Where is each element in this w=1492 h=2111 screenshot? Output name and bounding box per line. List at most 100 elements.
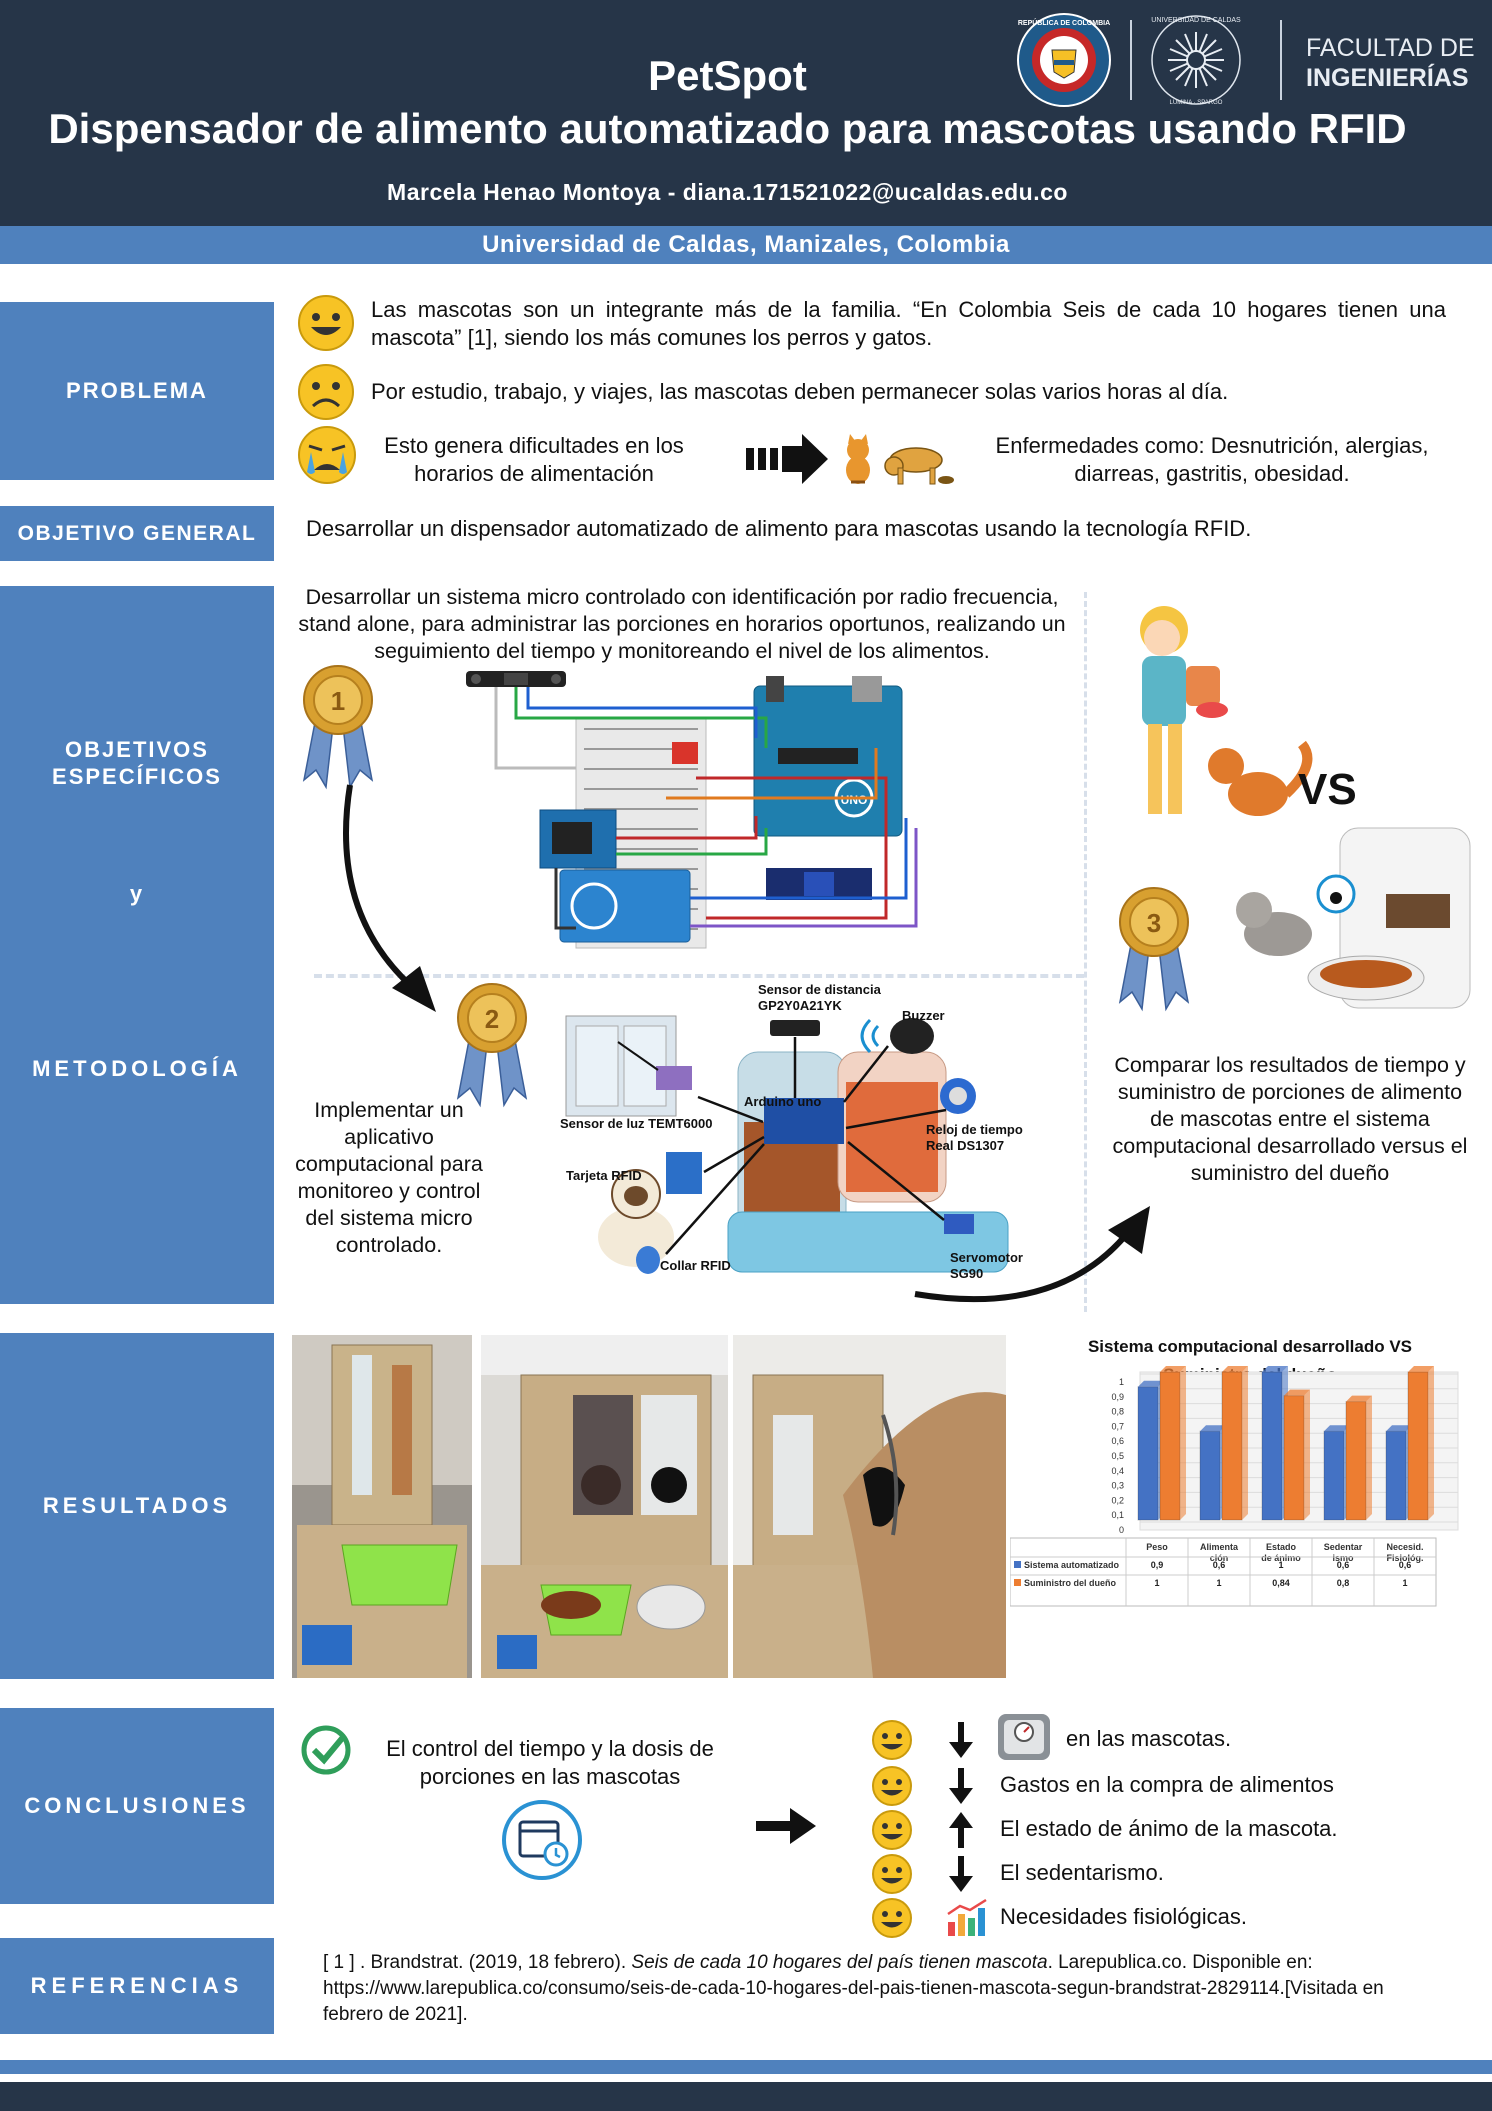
chart-category-label: Alimenta [1200, 1542, 1239, 1552]
label-reloj: Reloj de tiempo Real DS1307 [926, 1122, 1023, 1153]
chart-bar [1345, 1401, 1367, 1521]
circuit-wiring-diagram: UNO [466, 671, 918, 949]
chart-bar-top [1386, 1425, 1412, 1432]
footer-bar [0, 2082, 1492, 2111]
conclusion-item: en las mascotas. [870, 1714, 1470, 1765]
reference-prefix: [ 1 ] . Brandstrat. (2019, 18 febrero). [323, 1952, 632, 1973]
crying-face-icon [298, 426, 356, 484]
chart-data-label: 0,6 [1213, 1560, 1226, 1570]
chart-category-label: Necesid. [1386, 1542, 1423, 1552]
chart-y-tick-label: 0,5 [1111, 1451, 1124, 1461]
chart-bar-top [1200, 1425, 1226, 1432]
calendar-clock-icon [502, 1800, 582, 1880]
chart-bar [1283, 1395, 1305, 1521]
objetivo-especifico-2: Implementar un aplicativo computacional … [295, 1098, 483, 1257]
medal-3-number: 3 [1147, 908, 1161, 938]
section-label-resultados: RESULTADOS [0, 1333, 274, 1679]
prototype-photo-2 [481, 1335, 728, 1678]
chart-bar-top [1138, 1380, 1164, 1387]
chart-bar-side [1180, 1366, 1186, 1520]
chart-bar-top [1346, 1395, 1372, 1402]
metodologia-label: METODOLOGÍA [32, 1056, 242, 1081]
chart-legend-swatch [1014, 1579, 1021, 1586]
chart-y-tick-label: 0,9 [1111, 1392, 1124, 1402]
chart-title-line1: Sistema computacional desarrollado VS [1088, 1337, 1412, 1356]
dispenser-components-diagram: Sensor de distancia GP2Y0A21YK Buzzer Sen… [560, 982, 1023, 1281]
comparison-illustration: VS [1140, 606, 1471, 1009]
colombia-seal-text: REPÚBLICA DE COLOMBIA [1018, 18, 1110, 27]
chart-legend-swatch [1014, 1561, 1021, 1568]
chart-data-label: 0,84 [1272, 1578, 1290, 1588]
growth-chart-icon [946, 1898, 990, 1943]
arrow-down-icon [946, 1720, 976, 1765]
problem-arrow-pets-illustration [746, 434, 954, 485]
reference-title: Seis de cada 10 hogares del país tienen … [631, 1952, 1048, 1973]
section-label-conclusiones: CONCLUSIONES [0, 1708, 274, 1904]
conclusion-item: El sedentarismo. [870, 1852, 1470, 1896]
chart-y-tick-label: 0,2 [1111, 1495, 1124, 1505]
chart-y-tick-label: 0,3 [1111, 1481, 1124, 1491]
chart-legend-label: Sistema automatizado [1024, 1560, 1120, 1570]
chart-bar-top [1222, 1366, 1248, 1372]
curved-arrow-2-icon [914, 1206, 1150, 1303]
chart-bar-side [1242, 1366, 1248, 1520]
chart-bar-side [1304, 1389, 1310, 1520]
sick-dog-icon [884, 447, 954, 485]
section-label-objetivos-metodologia: OBJETIVOS ESPECÍFICOS y METODOLOGÍA [0, 586, 274, 1304]
chart-category-label: Sedentar [1324, 1542, 1363, 1552]
objetivos-label-line2: ESPECÍFICOS [52, 764, 222, 789]
reference-suffix: . Larepublica.co. Disponible en: https:/… [323, 1952, 1384, 2025]
chart-bar-top [1284, 1389, 1310, 1396]
conclusion-item: Gastos en la compra de alimentos [870, 1764, 1470, 1808]
smiley-icon [870, 1808, 914, 1857]
conclusion-main-text: El control del tiempo y la dosis de porc… [386, 1736, 714, 1789]
smiley-icon [870, 1896, 914, 1945]
poster-subtitle: Dispensador de alimento automatizado par… [48, 105, 1407, 152]
arrow-down-icon [946, 1854, 976, 1899]
chart-data-label: 1 [1402, 1578, 1407, 1588]
objetivos-label-y: y [129, 881, 145, 906]
chart-y-tick-label: 0 [1119, 1525, 1124, 1535]
section-label-objetivo-general: OBJETIVO GENERAL [0, 506, 274, 561]
happy-face-icon [298, 295, 354, 351]
automatic-feeder-icon [1307, 827, 1471, 1009]
objetivo-especifico-1: Desarrollar un sistema micro controlado … [298, 585, 1066, 663]
objetivo-general-text: Desarrollar un dispensador automatizado … [306, 516, 1252, 541]
faculty-name-line1: FACULTAD DE [1306, 34, 1475, 62]
institution-logos: REPÚBLICA DE COLOMBIA UNIVERSIDAD DE CAL… [1017, 13, 1475, 107]
poster-title: PetSpot [648, 52, 807, 99]
chart-category-label: Peso [1146, 1542, 1168, 1552]
conclusion-item-text: Gastos en la compra de alimentos [1000, 1772, 1334, 1797]
authors-line: Marcela Henao Montoya - diana.171521022@… [387, 179, 1068, 205]
smiley-icon [870, 1764, 914, 1813]
label-sensor-luz: Sensor de luz TEMT6000 [560, 1116, 712, 1131]
ucaldas-motto-text: LUMINA · SPARGO [1170, 100, 1223, 106]
label-sensor-distancia: Sensor de distancia GP2Y0A21YK [758, 982, 882, 1013]
arrow-down-icon [946, 1766, 976, 1811]
conclusion-item-text: El sedentarismo. [1000, 1860, 1164, 1885]
label-tarjeta-rfid: Tarjeta RFID [566, 1168, 642, 1183]
chart-bar-top [1408, 1366, 1434, 1372]
conclusion-item-text: El estado de ánimo de la mascota. [1000, 1816, 1338, 1841]
chart-bar [1407, 1371, 1429, 1521]
chart-bar [1159, 1371, 1181, 1521]
girl-feeding-icon [1140, 606, 1228, 814]
chart-bar [1261, 1371, 1283, 1521]
section-label-referencias: REFERENCIAS [0, 1938, 274, 2034]
smiley-icon [870, 1852, 914, 1901]
label-buzzer: Buzzer [902, 1008, 945, 1023]
medal-1-number: 1 [331, 686, 345, 716]
chart-bar-top [1324, 1425, 1350, 1432]
chart-data-label: 0,6 [1399, 1560, 1412, 1570]
problema-text-2: Por estudio, trabajo, y viajes, las masc… [371, 379, 1229, 404]
chart-category-label: ismo [1332, 1553, 1354, 1563]
check-circle-icon [301, 1725, 351, 1775]
chart-y-tick-label: 0,4 [1111, 1466, 1124, 1476]
label-collar-rfid: Collar RFID [660, 1258, 731, 1273]
curved-arrow-icon [343, 784, 436, 1012]
kitten-icon [1236, 892, 1312, 956]
university-bar: Universidad de Caldas, Manizales, Colomb… [0, 226, 1492, 264]
conclusion-item-text: Necesidades fisiológicas. [1000, 1904, 1248, 1929]
chart-data-label: 1 [1154, 1578, 1159, 1588]
